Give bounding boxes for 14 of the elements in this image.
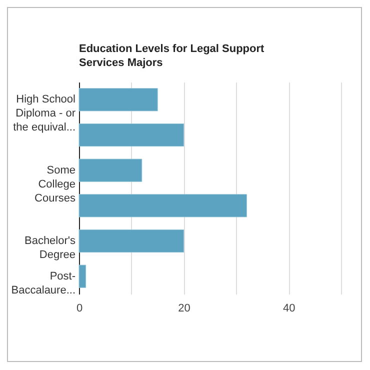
y-tick-label: Bachelor's Degree (24, 235, 76, 261)
y-tick-label: High School Diploma - or the equival... (13, 94, 76, 134)
y-tick-label: Some College Courses (34, 164, 76, 204)
bar (78, 229, 184, 253)
chart-title: Education Levels for Legal Support Services Majors (79, 43, 265, 69)
x-tick-label: 0 (76, 302, 83, 314)
x-tick-label: 40 (282, 302, 296, 314)
bar (78, 88, 158, 112)
bar (78, 158, 142, 182)
y-tick-label: Post-Baccalaure... (11, 270, 76, 296)
bar (78, 264, 86, 288)
x-tick-label: 20 (178, 302, 190, 314)
bar (78, 123, 184, 147)
bar (78, 194, 247, 218)
